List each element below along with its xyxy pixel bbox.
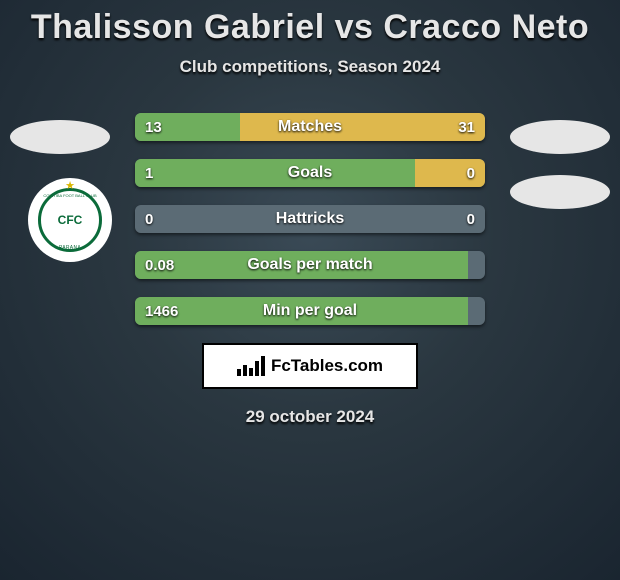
stat-row: 0.08Goals per match	[135, 251, 485, 279]
stat-label: Goals	[135, 159, 485, 187]
club-code: CFC	[58, 214, 83, 226]
stat-row: 10Goals	[135, 159, 485, 187]
avatar-placeholder-icon	[10, 120, 110, 154]
date-text: 29 october 2024	[0, 407, 620, 427]
club-right-placeholder	[510, 175, 610, 209]
stat-row: 00Hattricks	[135, 205, 485, 233]
player-right-placeholder	[510, 120, 610, 154]
player-left-placeholder	[10, 120, 110, 154]
stat-label: Matches	[135, 113, 485, 141]
branding-box: FcTables.com	[202, 343, 418, 389]
club-placeholder-icon	[510, 175, 610, 209]
subtitle: Club competitions, Season 2024	[0, 57, 620, 77]
avatar-placeholder-icon	[510, 120, 610, 154]
stat-label: Goals per match	[135, 251, 485, 279]
stat-label: Hattricks	[135, 205, 485, 233]
page-title: Thalisson Gabriel vs Cracco Neto	[0, 0, 620, 47]
club-badge-ring-icon: ★ CORITIBA FOOT BALL CLUB CFC PARANA	[38, 188, 102, 252]
club-sub: PARANA	[59, 245, 81, 251]
club-badge-arc: CORITIBA FOOT BALL CLUB	[43, 193, 96, 198]
stat-row: 1331Matches	[135, 113, 485, 141]
stats-bars: 1331Matches 10Goals 00Hattricks 0.08Goals p…	[135, 113, 485, 325]
branding-text: FcTables.com	[271, 356, 383, 376]
bars-chart-icon	[237, 356, 265, 376]
stat-label: Min per goal	[135, 297, 485, 325]
stat-row: 1466Min per goal	[135, 297, 485, 325]
club-left-badge: ★ CORITIBA FOOT BALL CLUB CFC PARANA	[28, 178, 112, 262]
star-icon: ★	[65, 179, 75, 192]
